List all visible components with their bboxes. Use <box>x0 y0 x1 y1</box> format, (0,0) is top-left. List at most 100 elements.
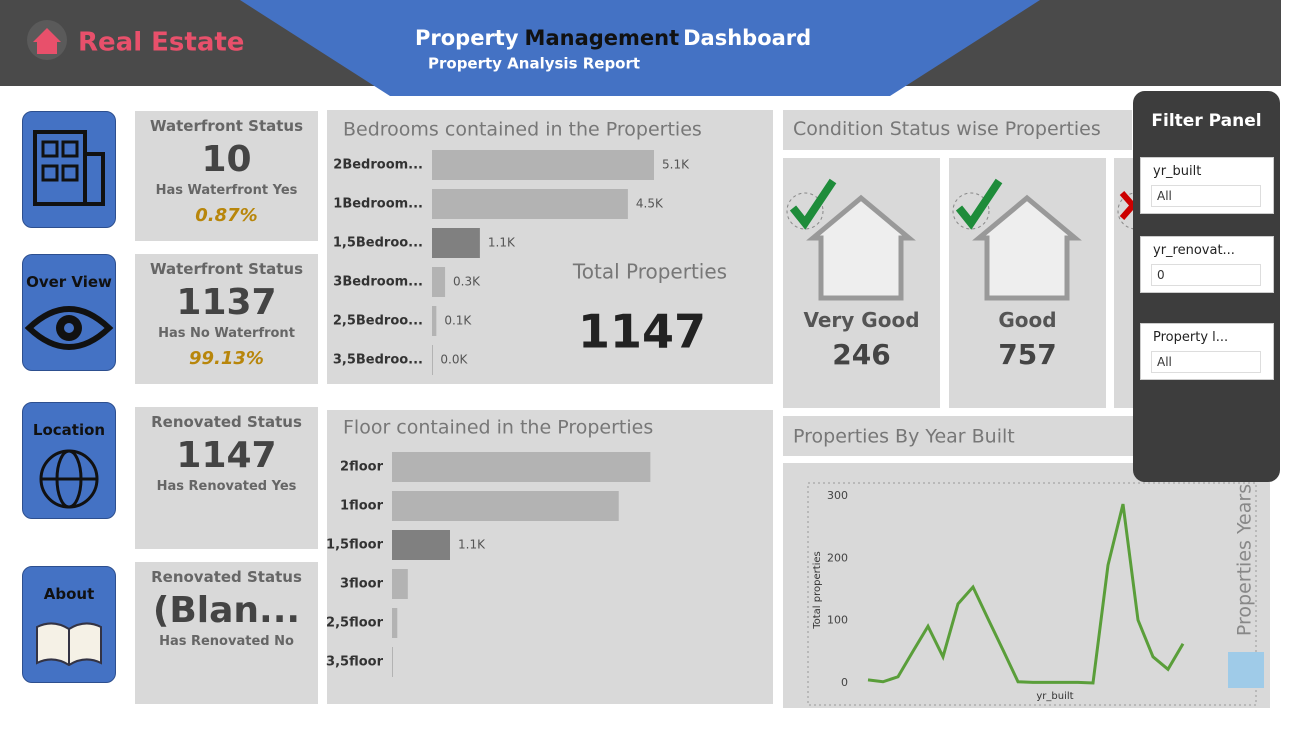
value-label: 0.1K <box>444 314 472 328</box>
category-label: 1floor <box>340 499 384 514</box>
kpi-value: 1147 <box>176 435 277 476</box>
value-label: 0.3K <box>453 275 481 289</box>
total-value: 1147 <box>578 305 706 359</box>
kpi-value: 10 <box>201 139 252 180</box>
value-label: 4.5K <box>636 197 664 211</box>
condition-label: Good <box>998 308 1057 332</box>
nav-tile[interactable]: Over View <box>22 254 116 371</box>
building-icon <box>33 130 105 206</box>
nav-label: Location <box>32 421 106 439</box>
category-label: 1,5floor <box>326 538 384 553</box>
condition-card: Good 757 <box>949 158 1106 408</box>
kpi-percent: 0.87% <box>195 205 258 226</box>
value-label: 1.1K <box>458 538 486 552</box>
category-label: 1Bedroom... <box>333 197 423 212</box>
bar-charts: Total Properties 1147 Bedrooms contained… <box>326 119 727 677</box>
chart-title: Properties By Year Built <box>793 426 1015 448</box>
nav-tile[interactable]: About <box>22 566 116 683</box>
bar <box>392 647 393 677</box>
condition-value: 757 <box>998 338 1057 371</box>
header: Real Estate Property Management Dashboard … <box>0 0 1281 96</box>
globe-icon <box>39 449 99 509</box>
slicer[interactable]: Property l... All <box>1140 323 1274 380</box>
x-axis-label: yr_built <box>1036 691 1073 702</box>
kpi-card: Waterfront Status 10 Has Waterfront Yes 0.8… <box>135 111 318 241</box>
bar <box>432 150 654 180</box>
book-icon <box>36 622 102 667</box>
category-label: 2,5floor <box>326 616 384 631</box>
nav-tile[interactable]: Location <box>22 402 116 519</box>
chart-title: Floor contained in the Properties <box>343 417 653 439</box>
slicer-value[interactable]: All <box>1151 351 1261 373</box>
title-part: Dashboard <box>683 26 811 50</box>
panel <box>783 463 1270 708</box>
kpi-label: Has Waterfront Yes <box>155 183 298 198</box>
kpi-percent: 99.13% <box>189 348 264 369</box>
kpi-label: Has Renovated Yes <box>156 479 297 494</box>
bar <box>392 530 450 560</box>
slicer-field: yr_renovat... <box>1153 243 1235 258</box>
bar <box>432 345 433 375</box>
logo-house <box>33 28 61 54</box>
nav-tile[interactable] <box>22 111 116 228</box>
value-label: 0.0K <box>440 353 468 367</box>
panel: Condition Status wise Properties <box>783 110 1132 150</box>
condition-value: 246 <box>832 338 891 371</box>
kpi-label: Has Renovated No <box>159 634 294 649</box>
chart-title: Bedrooms contained in the Properties <box>343 119 702 141</box>
nav-label: Over View <box>26 273 112 291</box>
panel-title: Condition Status wise Properties <box>793 118 1101 140</box>
slicer-value[interactable]: 0 <box>1151 264 1261 286</box>
slicer-field: yr_built <box>1153 164 1202 179</box>
subtitle: Property Analysis Report <box>428 55 640 73</box>
plot-frame <box>807 482 1257 706</box>
slicer-value[interactable]: All <box>1151 185 1261 207</box>
category-label: 3floor <box>340 577 384 592</box>
value-label: 1.1K <box>488 236 516 250</box>
y-tick-label: 100 <box>827 614 848 627</box>
y-tick-label: 200 <box>827 551 848 564</box>
nav-label: About <box>43 585 95 603</box>
y-tick-label: 0 <box>841 676 848 689</box>
bar <box>432 267 446 297</box>
kpi-title: Renovated Status <box>151 413 302 431</box>
kpi-value: 1137 <box>176 282 277 323</box>
kpi-value: (Blan... <box>152 590 301 631</box>
bar <box>392 452 651 482</box>
category-label: 2,5Bedroo... <box>333 314 423 329</box>
kpi-label: Has No Waterfront <box>158 326 295 341</box>
category-label: 3Bedroom... <box>333 275 423 290</box>
condition-label: Very Good <box>803 308 920 332</box>
value-label: 5.1K <box>662 158 690 172</box>
eye-icon <box>24 306 114 350</box>
y-axis-label: Total properties <box>812 551 823 630</box>
kpi-title: Renovated Status <box>151 568 302 586</box>
category-label: 2floor <box>340 460 384 475</box>
bar <box>392 569 408 599</box>
bar <box>432 189 628 219</box>
title-part: Management <box>525 26 680 50</box>
title: Property Management Dashboard <box>415 26 811 50</box>
house-icon <box>786 178 916 301</box>
house-icon <box>952 178 1082 301</box>
y-tick-label: 300 <box>827 489 848 502</box>
category-label: 1,5Bedroo... <box>333 236 423 251</box>
chart-icon <box>1228 652 1264 688</box>
bar <box>432 306 437 336</box>
slicer[interactable]: yr_built All <box>1140 157 1274 214</box>
kpi-title: Waterfront Status <box>149 117 304 135</box>
condition-card: Very Good 246 <box>783 158 940 408</box>
filter-title: Filter Panel <box>1151 111 1262 131</box>
kpi-card: Renovated Status 1147 Has Renovated Yes <box>135 407 318 549</box>
category-label: 2Bedroom... <box>333 158 423 173</box>
title-part: Property <box>415 26 519 50</box>
category-label: 3,5Bedroo... <box>333 353 423 368</box>
kpi-card: Waterfront Status 1137 Has No Waterfront 99… <box>135 254 318 384</box>
kpi-title: Waterfront Status <box>149 260 304 278</box>
slicer[interactable]: yr_renovat... 0 <box>1140 236 1274 293</box>
bar <box>392 491 619 521</box>
slicer-field: Property l... <box>1153 330 1229 345</box>
category-label: 3,5floor <box>326 655 384 670</box>
